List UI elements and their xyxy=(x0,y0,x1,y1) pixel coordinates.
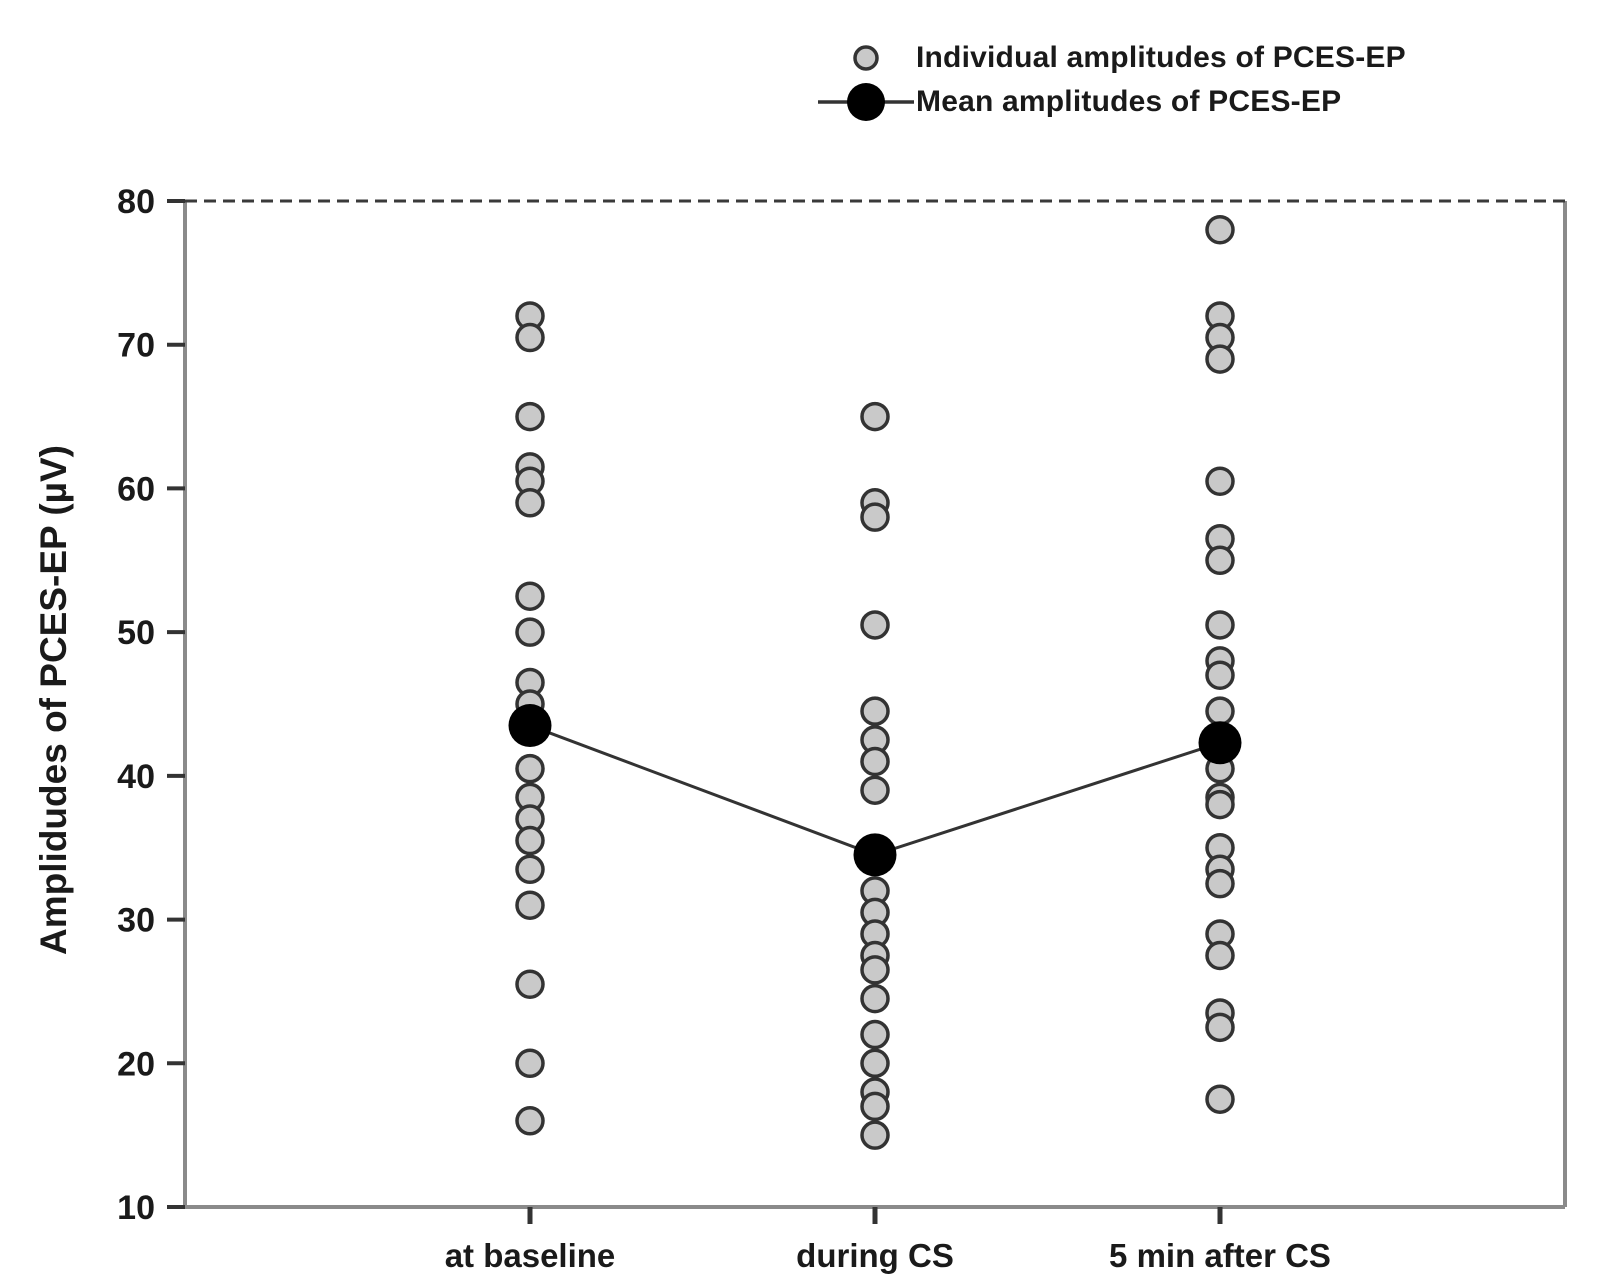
individual-point xyxy=(515,753,545,784)
individual-point xyxy=(860,1120,890,1150)
mean-point xyxy=(1198,721,1242,765)
y-tick-label: 80 xyxy=(117,183,155,221)
x-tick-label: 5 min after CS xyxy=(1109,1237,1331,1274)
legend-label-mean: Mean amplitudes of PCES-EP xyxy=(916,84,1342,118)
legend: Individual amplitudes of PCES-EP Mean am… xyxy=(812,36,1406,123)
legend-label-individual: Individual amplitudes of PCES-EP xyxy=(916,40,1406,74)
y-tick-label: 70 xyxy=(117,327,155,365)
individual-point xyxy=(515,825,545,856)
x-tick-label: at baseline xyxy=(445,1237,616,1274)
y-tick-label: 60 xyxy=(117,470,155,508)
y-tick-label: 40 xyxy=(117,758,155,796)
individual-point xyxy=(860,610,890,640)
y-tick-label: 30 xyxy=(117,902,155,940)
y-tick-label: 10 xyxy=(117,1189,155,1227)
individual-point xyxy=(1205,660,1235,691)
mean-point xyxy=(508,704,552,748)
individual-point xyxy=(1205,940,1235,971)
x-tick-label: during CS xyxy=(796,1237,954,1274)
filled-circle-line-icon xyxy=(818,83,914,121)
individual-point xyxy=(860,401,890,432)
y-tick-label: 20 xyxy=(117,1045,155,1083)
individual-point xyxy=(515,890,545,920)
individual-point xyxy=(860,955,890,985)
individual-point xyxy=(515,617,545,647)
legend-item-mean: Mean amplitudes of PCES-EP xyxy=(812,80,1406,123)
individual-point xyxy=(860,1091,890,1122)
individual-point xyxy=(860,1048,890,1079)
individual-point xyxy=(860,1019,890,1050)
legend-item-individual: Individual amplitudes of PCES-EP xyxy=(812,36,1406,79)
individual-point xyxy=(515,969,545,999)
individual-point xyxy=(860,696,890,726)
individual-point xyxy=(1205,1084,1235,1114)
individual-point xyxy=(515,854,545,885)
individual-point xyxy=(1205,466,1235,496)
individual-point xyxy=(1205,545,1235,576)
individual-point xyxy=(515,1106,545,1136)
individual-point xyxy=(1205,868,1235,899)
individual-point xyxy=(1205,344,1235,374)
individual-point xyxy=(515,488,545,518)
individual-point xyxy=(860,983,890,1014)
individual-point xyxy=(1205,696,1235,726)
y-tick-label: 50 xyxy=(117,614,155,652)
individual-point xyxy=(1205,610,1235,640)
mean-point xyxy=(853,833,897,877)
individual-point xyxy=(1205,789,1235,820)
individual-point xyxy=(1205,1012,1235,1043)
individual-point xyxy=(515,1048,545,1079)
individual-point xyxy=(515,581,545,611)
individual-point xyxy=(860,502,890,532)
individual-point xyxy=(1205,214,1235,245)
individual-point xyxy=(860,746,890,777)
individual-point xyxy=(515,401,545,432)
open-circle-icon xyxy=(853,45,879,71)
individual-point xyxy=(515,322,545,353)
individual-point xyxy=(860,775,890,805)
